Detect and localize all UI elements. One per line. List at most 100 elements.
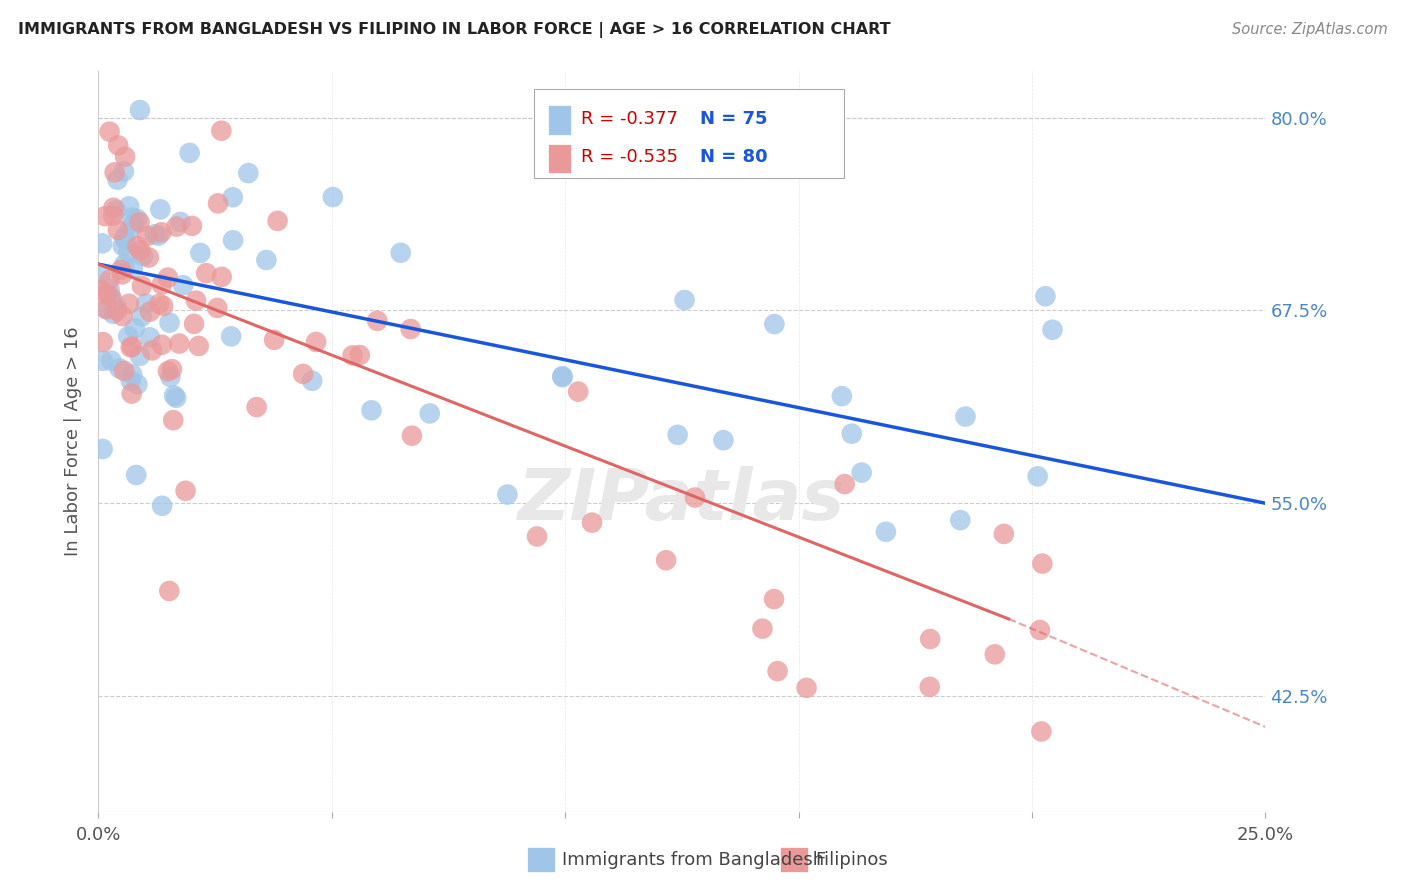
Point	[360, 403, 382, 417]
Point	[796, 681, 818, 695]
Point	[127, 239, 149, 253]
Point	[139, 330, 162, 344]
Point	[103, 201, 125, 215]
Point	[172, 278, 194, 293]
Point	[266, 214, 288, 228]
Text: R = -0.535: R = -0.535	[581, 148, 678, 166]
Text: N = 80: N = 80	[700, 148, 768, 166]
Point	[195, 266, 218, 280]
Point	[150, 225, 173, 239]
Point	[105, 300, 128, 314]
Text: Filipinos: Filipinos	[815, 851, 889, 869]
Point	[156, 364, 179, 378]
Point	[1031, 724, 1053, 739]
Point	[159, 316, 181, 330]
Point	[666, 427, 689, 442]
Point	[183, 317, 205, 331]
Point	[122, 216, 145, 230]
Point	[1029, 623, 1052, 637]
Point	[91, 334, 114, 349]
Point	[120, 340, 142, 354]
Point	[139, 304, 162, 318]
Point	[263, 333, 285, 347]
Point	[114, 233, 136, 247]
Point	[129, 103, 152, 117]
Point	[581, 516, 603, 530]
Point	[222, 190, 245, 204]
Point	[163, 388, 186, 402]
Point	[918, 680, 941, 694]
Point	[129, 244, 152, 258]
Point	[96, 302, 118, 317]
Point	[131, 310, 153, 324]
Point	[98, 282, 121, 296]
Point	[207, 196, 229, 211]
Point	[96, 287, 118, 301]
Point	[655, 553, 678, 567]
Point	[107, 223, 129, 237]
Point	[162, 413, 184, 427]
Point	[96, 301, 118, 316]
Point	[209, 124, 232, 138]
Point	[156, 270, 179, 285]
Point	[875, 524, 897, 539]
Point	[920, 632, 942, 646]
Point	[128, 349, 150, 363]
Text: Immigrants from Bangladesh: Immigrants from Bangladesh	[562, 851, 824, 869]
Point	[955, 409, 977, 424]
Point	[124, 321, 146, 335]
Point	[207, 301, 229, 315]
Point	[149, 202, 172, 217]
Point	[851, 466, 873, 480]
Point	[157, 583, 180, 598]
Point	[120, 374, 142, 388]
Point	[98, 125, 121, 139]
Point	[148, 297, 170, 311]
Point	[551, 369, 574, 384]
Point	[401, 428, 423, 442]
Point	[174, 483, 197, 498]
Point	[112, 364, 135, 378]
Point	[567, 384, 589, 399]
Point	[125, 468, 148, 483]
Point	[108, 361, 131, 376]
Text: Source: ZipAtlas.com: Source: ZipAtlas.com	[1232, 22, 1388, 37]
Point	[763, 317, 786, 331]
Point	[179, 145, 201, 160]
Point	[187, 339, 209, 353]
Point	[121, 211, 143, 225]
Point	[399, 322, 422, 336]
Point	[184, 293, 207, 308]
Point	[751, 622, 773, 636]
Point	[121, 340, 143, 354]
Point	[117, 244, 139, 259]
Point	[136, 228, 159, 243]
Point	[181, 219, 204, 233]
Point	[111, 309, 134, 323]
Point	[132, 249, 155, 263]
Point	[166, 219, 188, 234]
Point	[90, 283, 112, 297]
Point	[94, 209, 117, 223]
Point	[389, 245, 412, 260]
Point	[135, 296, 157, 310]
Text: R = -0.377: R = -0.377	[581, 110, 678, 128]
Point	[526, 529, 548, 543]
Point	[292, 367, 315, 381]
Point	[188, 246, 211, 260]
Point	[152, 299, 174, 313]
Point	[118, 199, 141, 213]
Point	[1042, 323, 1064, 337]
Point	[141, 343, 163, 358]
Point	[150, 338, 173, 352]
Point	[322, 190, 344, 204]
Point	[112, 164, 135, 178]
Point	[114, 257, 136, 271]
Point	[91, 236, 114, 251]
Point	[238, 166, 260, 180]
Point	[101, 292, 124, 306]
Point	[222, 233, 245, 247]
Point	[138, 251, 160, 265]
Point	[127, 211, 149, 226]
Point	[105, 304, 128, 318]
